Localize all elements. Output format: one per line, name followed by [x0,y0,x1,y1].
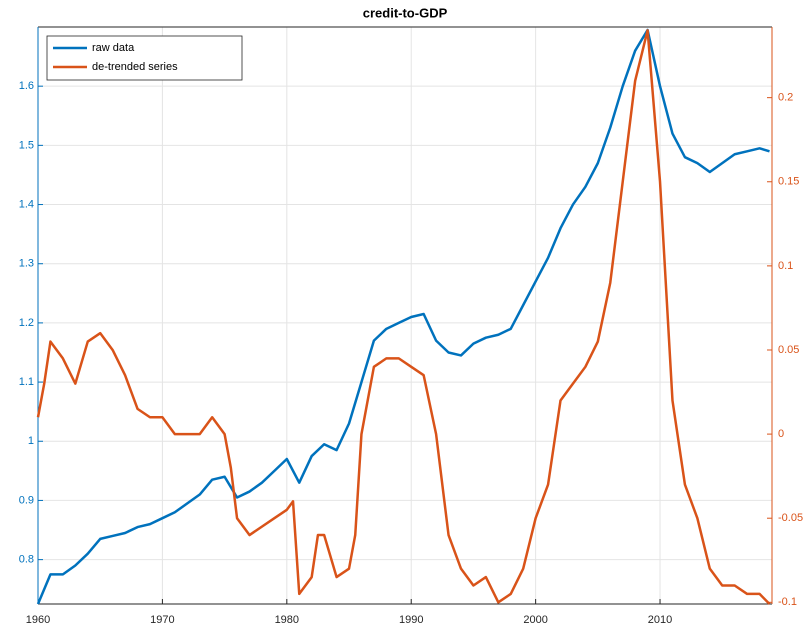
x-tick-label: 1970 [150,614,174,626]
plot-area [38,27,772,604]
y2-tick-label: 0.1 [778,260,793,272]
line-series [36,28,770,605]
x-tick-label: 2010 [648,614,672,626]
line-series [36,29,771,605]
y2-tick-label: -0.1 [778,596,797,608]
y-tick-label: 1.3 [19,258,34,270]
y-tick-label: 1.6 [19,80,34,92]
chart-title: credit-to-GDP [363,5,448,20]
y-tick-label: 0.8 [19,554,34,566]
legend-label: de-trended series [92,61,178,73]
y-tick-label: 1.1 [19,376,34,388]
x-tick-label: 1960 [26,614,50,626]
y-tick-label: 1.5 [19,139,34,151]
y2-tick-label: 0 [778,428,784,440]
y-tick-label: 1 [28,435,34,447]
y2-tick-label: 0.05 [778,344,799,356]
y-tick-label: 1.2 [19,317,34,329]
y2-tick-label: -0.05 [778,512,803,524]
y2-tick-label: 0.2 [778,92,793,104]
y-tick-label: 1.4 [19,198,34,210]
x-tick-label: 1980 [275,614,299,626]
legend-box [46,35,243,81]
y-tick-label: 0.9 [19,494,34,506]
x-tick-label: 2000 [523,614,547,626]
y2-tick-label: 0.15 [778,176,799,188]
legend-label: raw data [92,42,135,54]
x-tick-label: 1990 [399,614,423,626]
